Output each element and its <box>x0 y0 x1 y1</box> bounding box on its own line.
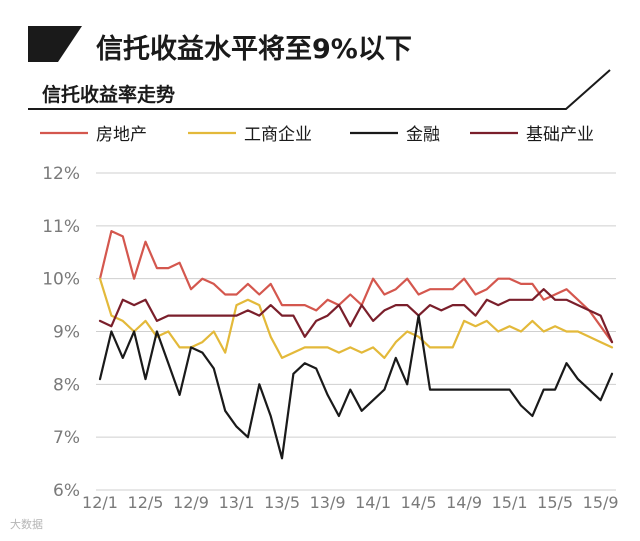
header-rule <box>28 69 611 110</box>
x-tick-label: 13/9 <box>310 493 346 512</box>
x-tick-label: 13/1 <box>219 493 255 512</box>
y-tick-label: 9% <box>53 323 80 343</box>
series-line-2 <box>98 277 614 359</box>
series-line-4 <box>98 288 614 344</box>
header-accent-block <box>28 26 82 62</box>
series-line-3 <box>98 314 614 460</box>
x-tick-label: 12/1 <box>82 493 118 512</box>
y-tick-label: 6% <box>53 481 80 501</box>
y-tick-label: 7% <box>53 428 80 448</box>
x-tick-label: 15/9 <box>583 493 619 512</box>
watermark: 大数据 <box>10 517 43 531</box>
legend-label-3: 金融 <box>406 125 440 145</box>
legend-label-2: 工商企业 <box>244 125 312 145</box>
page-title: 信托收益水平将至9%以下 <box>96 34 412 65</box>
x-tick-label: 15/5 <box>537 493 573 512</box>
x-tick-label: 12/5 <box>128 493 164 512</box>
x-tick-label: 12/9 <box>173 493 209 512</box>
x-tick-label: 14/1 <box>355 493 391 512</box>
x-tick-label: 14/9 <box>446 493 482 512</box>
legend-label-1: 房地产 <box>96 125 147 145</box>
x-tick-label: 14/5 <box>401 493 437 512</box>
y-tick-label: 12% <box>42 164 80 184</box>
chart-subtitle: 信托收益率走势 <box>42 83 175 106</box>
series-line-1 <box>98 230 614 344</box>
x-tick-label: 15/1 <box>492 493 528 512</box>
y-tick-label: 11% <box>42 217 80 237</box>
y-tick-label: 10% <box>42 270 80 290</box>
legend-label-4: 基础产业 <box>526 125 594 145</box>
x-tick-label: 13/5 <box>264 493 300 512</box>
y-tick-label: 8% <box>53 375 80 395</box>
